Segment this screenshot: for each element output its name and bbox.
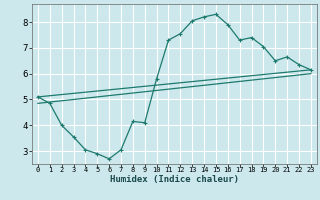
X-axis label: Humidex (Indice chaleur): Humidex (Indice chaleur) [110, 175, 239, 184]
